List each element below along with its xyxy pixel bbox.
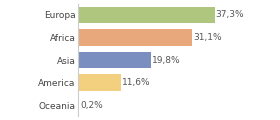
Text: 0,2%: 0,2% — [80, 101, 103, 110]
Text: 31,1%: 31,1% — [193, 33, 222, 42]
Bar — [78, 97, 79, 113]
Text: 19,8%: 19,8% — [152, 55, 180, 65]
Bar — [78, 52, 151, 68]
Text: 11,6%: 11,6% — [122, 78, 150, 87]
Bar — [78, 29, 192, 46]
Bar — [78, 74, 121, 91]
Text: 37,3%: 37,3% — [216, 10, 244, 19]
Bar — [78, 7, 215, 23]
